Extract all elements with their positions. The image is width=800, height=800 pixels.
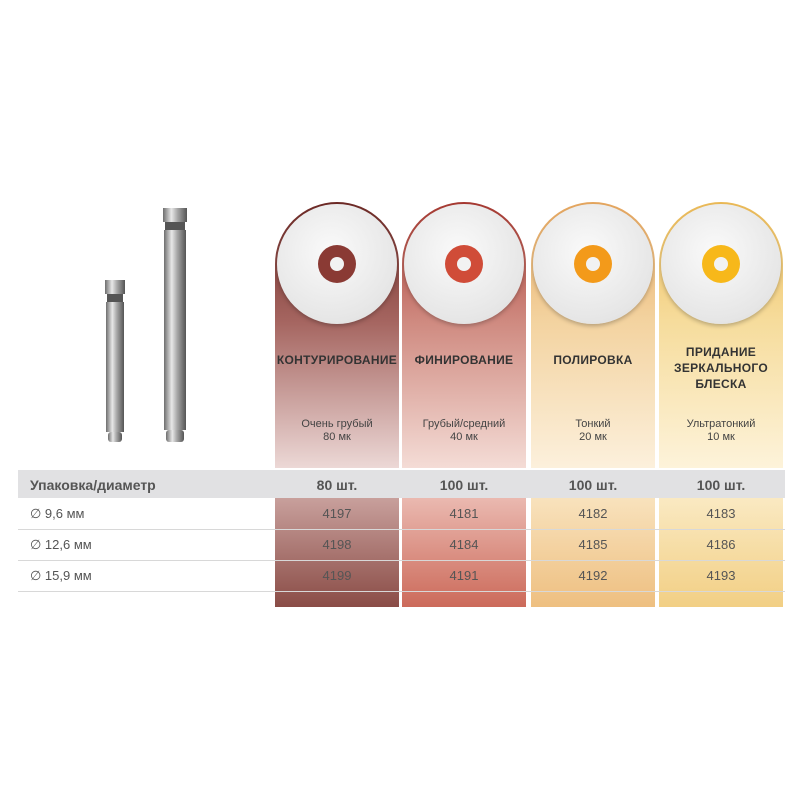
- diameter-label: ∅ 15,9 мм: [30, 568, 92, 583]
- product-code: 4193: [706, 568, 736, 583]
- product-code: 4181: [449, 506, 479, 521]
- table-header-background: [18, 470, 785, 498]
- micron-label: 20 мк: [579, 431, 607, 443]
- polishing-disc-image: [533, 204, 653, 324]
- product-code: 4185: [578, 537, 608, 552]
- table-row: ∅ 9,6 мм 4197 4181 4182 4183: [18, 499, 785, 530]
- long-mandrel: [163, 208, 187, 442]
- product-code: 4183: [706, 506, 736, 521]
- table-row: ∅ 12,6 мм 4198 4184 4185 4186: [18, 530, 785, 561]
- pack-size: 100 шт.: [568, 477, 618, 493]
- polishing-disc-image: [661, 204, 781, 324]
- diameter-label: ∅ 12,6 мм: [30, 537, 92, 552]
- disc-center-ring: [702, 245, 740, 283]
- table-header-row: Упаковка/диаметр 80 шт. 100 шт. 100 шт. …: [18, 470, 785, 500]
- product-code: 4186: [706, 537, 736, 552]
- micron-label: 10 мк: [707, 431, 735, 443]
- product-title: КОНТУРИРОВАНИЕ: [276, 353, 398, 367]
- mandrels-image: [105, 208, 187, 442]
- polishing-disc-image: [404, 204, 524, 324]
- micron-label: 80 мк: [323, 431, 351, 443]
- short-mandrel: [105, 280, 125, 442]
- product-code: 4182: [578, 506, 608, 521]
- product-title: ПРИДАНИЕ ЗЕРКАЛЬНОГО БЛЕСКА: [674, 345, 768, 391]
- product-title: ПОЛИРОВКА: [553, 353, 633, 367]
- pack-size: 100 шт.: [696, 477, 746, 493]
- grit-label: Тонкий: [575, 418, 611, 430]
- polishing-disc-image: [277, 204, 397, 324]
- product-code: 4197: [322, 506, 352, 521]
- product-code: 4192: [578, 568, 608, 583]
- pack-size: 100 шт.: [439, 477, 489, 493]
- disc-center-ring: [574, 245, 612, 283]
- micron-label: 40 мк: [450, 431, 478, 443]
- grit-label: Грубый/средний: [422, 418, 506, 430]
- product-title: ФИНИРОВАНИЕ: [414, 353, 514, 367]
- disc-center-ring: [445, 245, 483, 283]
- grit-label: Очень грубый: [301, 418, 373, 430]
- product-code: 4191: [449, 568, 479, 583]
- header-label: Упаковка/диаметр: [30, 477, 156, 493]
- product-code: 4199: [322, 568, 352, 583]
- product-code: 4198: [322, 537, 352, 552]
- disc-center-ring: [318, 245, 356, 283]
- product-column-polishing: ПОЛИРОВКА Тонкий 20 мк: [531, 202, 655, 607]
- grit-label: Ультратонкий: [686, 418, 756, 430]
- pack-size: 80 шт.: [316, 477, 358, 493]
- table-row: ∅ 15,9 мм 4199 4191 4192 4193: [18, 561, 785, 592]
- diameter-label: ∅ 9,6 мм: [30, 506, 85, 521]
- product-code: 4184: [449, 537, 479, 552]
